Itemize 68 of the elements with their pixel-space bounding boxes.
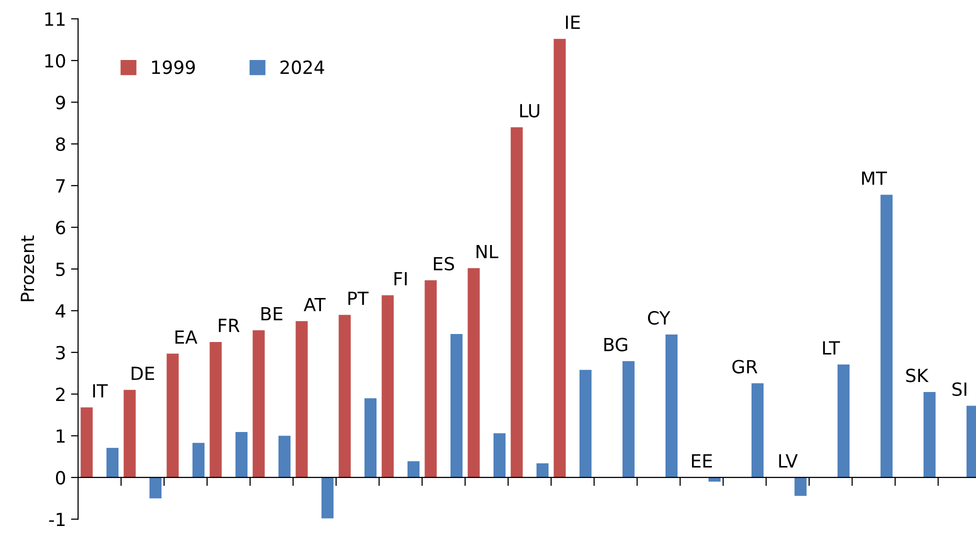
bar xyxy=(794,477,807,496)
bar xyxy=(580,370,592,478)
bar xyxy=(166,354,179,478)
bar xyxy=(622,361,635,478)
y-axis-title: Prozent xyxy=(20,236,34,302)
x-tick-label: LV xyxy=(779,454,798,468)
x-tick-label: IE xyxy=(566,16,580,29)
y-tick-label: 3 xyxy=(56,346,65,360)
y-tick-label: 6 xyxy=(56,220,66,234)
bar xyxy=(106,448,119,478)
x-tick-label: DE xyxy=(132,366,154,380)
x-tick-label: BG xyxy=(604,338,628,352)
bar xyxy=(666,334,678,478)
legend-label: 1999 xyxy=(152,60,195,74)
bar xyxy=(210,342,222,478)
bar xyxy=(192,442,205,478)
y-tick-label: 1 xyxy=(56,429,65,443)
bar xyxy=(554,38,566,478)
y-tick-label: 0 xyxy=(56,470,66,485)
y-tick-label: 8 xyxy=(56,137,66,152)
bar xyxy=(338,314,351,478)
bar xyxy=(407,461,420,478)
x-tick-label: ES xyxy=(434,256,454,271)
bar xyxy=(235,432,248,478)
bar xyxy=(880,194,893,478)
x-tick-label: FR xyxy=(218,318,240,332)
x-tick-label: PT xyxy=(348,292,369,305)
bar xyxy=(124,390,136,478)
y-tick-label: -1 xyxy=(49,512,65,526)
y-tick-label: 9 xyxy=(56,96,66,110)
x-tick-label: FI xyxy=(394,272,407,286)
x-tick-label: AT xyxy=(304,298,326,312)
y-tick-label: 4 xyxy=(56,304,66,318)
bar xyxy=(924,392,936,478)
bar xyxy=(510,127,523,478)
x-tick-label: NL xyxy=(476,244,498,258)
x-tick-label: IT xyxy=(93,384,108,398)
bar xyxy=(424,280,437,478)
y-tick-label: 5 xyxy=(56,262,65,276)
x-tick-label: LT xyxy=(823,341,840,354)
x-tick-label: EE xyxy=(692,454,712,468)
x-tick-label: CY xyxy=(648,311,670,325)
bar xyxy=(536,463,549,478)
x-tick-label: LU xyxy=(520,104,540,118)
bar xyxy=(296,321,308,478)
x-tick-label: SK xyxy=(906,368,929,382)
bar xyxy=(149,477,162,498)
bar xyxy=(838,364,850,478)
bar xyxy=(382,295,394,478)
x-tick-label: GR xyxy=(732,360,758,374)
bar xyxy=(450,334,463,478)
x-tick-label: MT xyxy=(862,172,888,185)
bar xyxy=(752,383,764,478)
bar xyxy=(80,407,93,478)
x-tick-label: SI xyxy=(952,382,966,396)
bar xyxy=(321,477,334,518)
bar xyxy=(493,433,506,478)
bar xyxy=(468,268,480,478)
x-tick-label: BE xyxy=(261,307,282,320)
bar xyxy=(278,436,291,478)
y-tick-label: 7 xyxy=(56,179,65,192)
y-tick-label: 2 xyxy=(56,388,64,401)
y-tick-label: 11 xyxy=(45,12,65,26)
y-tick-label: 10 xyxy=(45,54,66,68)
legend-label: 2024 xyxy=(280,60,324,74)
bar xyxy=(252,330,265,478)
bar xyxy=(364,398,377,478)
x-tick-label: EA xyxy=(175,330,198,344)
